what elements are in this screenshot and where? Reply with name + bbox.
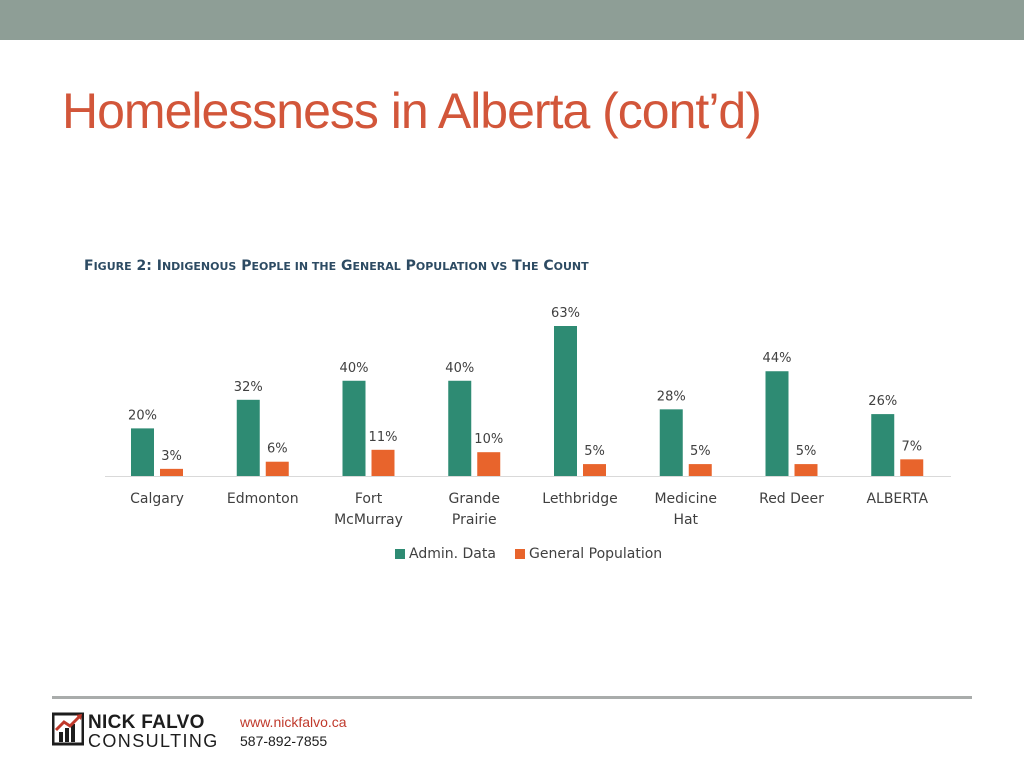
bar-general-population <box>265 461 289 476</box>
data-label: 40% <box>445 361 474 376</box>
category-label: Medicine <box>654 491 717 507</box>
slide-title: Homelessness in Alberta (cont’d) <box>62 83 762 139</box>
website-link[interactable]: www.nickfalvo.ca <box>240 714 347 730</box>
data-label: 5% <box>796 444 817 459</box>
bar-admin-data <box>131 428 154 476</box>
bar-admin-data <box>342 380 366 476</box>
category-label: ALBERTA <box>866 491 928 507</box>
caption-word-cap: P <box>241 258 252 274</box>
bar-general-population <box>371 449 395 476</box>
caption-word-cap: T <box>512 258 522 274</box>
data-label: 20% <box>128 408 157 423</box>
data-label: 63% <box>551 306 580 321</box>
figure-caption: FIGURE 2: INDIGENOUS PEOPLE IN THE GENER… <box>84 258 589 274</box>
legend-label: Admin. Data <box>409 546 496 562</box>
category-label: Prairie <box>452 512 497 528</box>
legend-swatch <box>395 549 405 559</box>
category-label: McMurray <box>334 512 403 528</box>
logo-chart-icon <box>52 712 84 746</box>
caption-small: IGURE <box>93 260 132 273</box>
bar-general-population <box>477 452 501 476</box>
legend-swatch <box>515 549 525 559</box>
bar-general-population <box>794 464 818 476</box>
data-label: 10% <box>474 432 503 447</box>
category-label: Calgary <box>130 491 184 507</box>
company-logo: NICK FALVO CONSULTING <box>52 712 222 752</box>
bar-general-population <box>688 464 712 476</box>
caption-number: 2: <box>131 258 157 274</box>
logo-subtitle: CONSULTING <box>88 731 219 751</box>
data-label: 5% <box>584 444 605 459</box>
bar-admin-data <box>554 326 577 476</box>
data-label: 40% <box>340 361 369 376</box>
top-banner <box>0 0 1024 40</box>
caption-word-cap: C <box>543 258 554 274</box>
footer-divider <box>52 696 972 699</box>
caption-word-rest: EOPLE IN THE <box>251 260 337 273</box>
category-label: Red Deer <box>759 491 824 507</box>
bar-admin-data <box>871 414 895 476</box>
data-label: 6% <box>267 442 288 457</box>
caption-word-cap: P <box>405 258 416 274</box>
caption-word-rest: OUNT <box>553 260 589 273</box>
bar-general-population <box>900 459 924 476</box>
caption-word-cap: G <box>340 258 353 274</box>
data-label: 28% <box>657 389 686 404</box>
bar-admin-data <box>659 409 683 476</box>
category-label: Grande <box>448 491 500 507</box>
caption-word-cap: I <box>156 258 162 274</box>
bar-admin-data <box>448 380 472 476</box>
category-label: Edmonton <box>227 491 299 507</box>
category-label: Hat <box>673 512 698 528</box>
caption-word-rest: OPULATION VS <box>415 260 508 273</box>
data-label: 32% <box>234 380 263 395</box>
bar-general-population <box>583 464 606 476</box>
category-label: Lethbridge <box>542 491 617 507</box>
bar-chart: 20% 3% Calgary 32% 6% Edmonton 40% 11% Fort McMur… <box>105 306 951 562</box>
caption-cap: F <box>84 258 94 274</box>
bar-admin-data <box>236 399 260 476</box>
phone-number: 587-892-7855 <box>240 733 328 749</box>
data-label: 5% <box>690 444 711 459</box>
caption-word-rest: NDIGENOUS <box>161 260 237 273</box>
legend-label: General Population <box>529 546 662 562</box>
caption-word-rest: ENERAL <box>352 260 401 273</box>
bar-admin-data <box>765 371 789 476</box>
data-label: 11% <box>369 430 398 445</box>
data-label: 3% <box>161 449 182 464</box>
data-label: 26% <box>868 394 897 409</box>
logo-name: NICK FALVO <box>88 712 205 733</box>
category-label: Fort <box>355 491 383 507</box>
bar-general-population <box>160 468 183 476</box>
caption-words: INDIGENOUS PEOPLE IN THE GENERAL POPULAT… <box>157 258 589 274</box>
data-label: 7% <box>901 439 922 454</box>
data-label: 44% <box>763 351 792 366</box>
caption-word-rest: HE <box>521 260 539 273</box>
